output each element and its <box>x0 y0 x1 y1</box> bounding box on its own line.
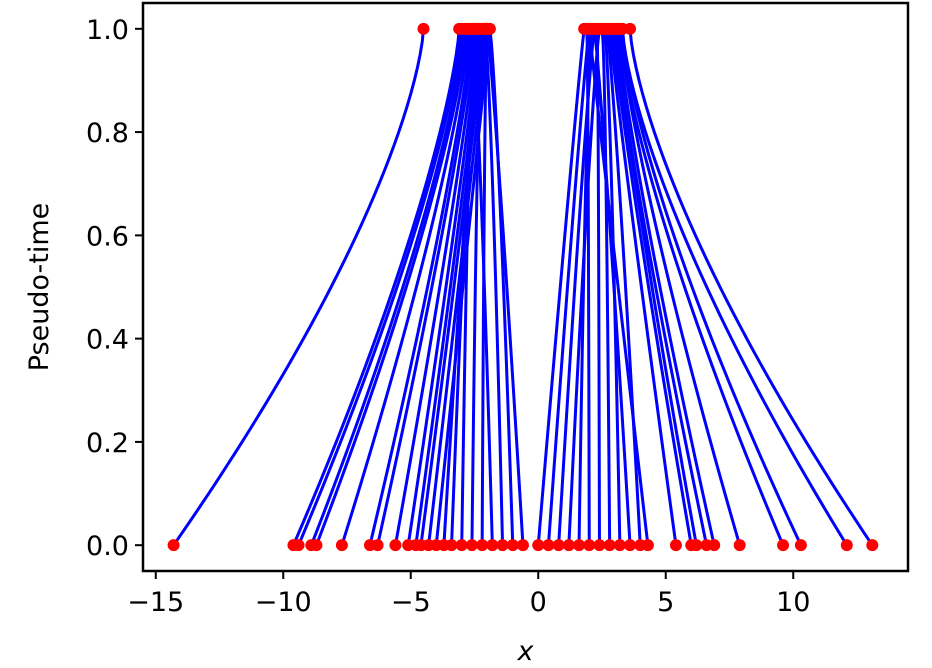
trajectory-start-point <box>669 539 682 552</box>
trajectory-start-point <box>603 539 616 552</box>
trajectory-line <box>309 27 466 547</box>
trajectory-line <box>600 27 612 547</box>
trajectory-start-point <box>573 539 586 552</box>
trajectory-line <box>587 27 650 547</box>
trajectory-line <box>620 27 803 547</box>
trajectory-start-point <box>583 539 596 552</box>
trajectory-end-point <box>481 22 494 35</box>
y-axis-label: Pseudo-time <box>24 203 55 372</box>
trajectory-start-point <box>690 539 703 552</box>
trajectory-start-point <box>476 539 489 552</box>
x-tick-label: 0 <box>530 587 547 618</box>
trajectory-line <box>297 27 464 547</box>
trajectory-end-point <box>417 22 430 35</box>
trajectory-line <box>585 27 591 547</box>
trajectory-start-point <box>562 539 575 552</box>
trajectory-start-point <box>310 539 323 552</box>
y-tick-label: 0.0 <box>86 531 129 562</box>
trajectory-line <box>610 27 693 547</box>
trajectory-line <box>620 27 849 547</box>
y-tick-label: 0.2 <box>86 428 129 459</box>
trajectory-line <box>592 27 632 547</box>
trajectory-line <box>536 27 586 547</box>
y-tick-label: 0.4 <box>86 325 129 356</box>
trajectory-line <box>470 27 494 547</box>
trajectory-line <box>608 27 678 547</box>
trajectory-line <box>314 27 469 547</box>
trajectory-start-point <box>465 539 478 552</box>
trajectory-line <box>291 27 461 547</box>
trajectory-line <box>376 27 476 547</box>
trajectory-start-point <box>292 539 305 552</box>
trajectory-start-point <box>708 539 721 552</box>
trajectory-line <box>172 27 425 547</box>
trajectory-start-point <box>506 539 519 552</box>
trajectory-line <box>340 27 471 547</box>
trajectory-start-point <box>335 539 348 552</box>
trajectory-start-point <box>389 539 402 552</box>
trajectory-start-point <box>840 539 853 552</box>
y-tick-label: 0.6 <box>86 221 129 252</box>
x-axis-ticks: −15 −10 −5 0 5 10 <box>127 571 810 618</box>
trajectory-start-point <box>733 539 746 552</box>
trajectory-line <box>368 27 474 547</box>
trajectory-line <box>460 27 476 547</box>
trajectory-start-point <box>445 539 458 552</box>
y-tick-label: 1.0 <box>86 15 129 46</box>
trajectory-start-point <box>641 539 654 552</box>
trajectory-end-point <box>624 22 637 35</box>
trajectory-start-point <box>552 539 565 552</box>
trajectory-end-point <box>465 22 478 35</box>
trajectory-start-point <box>613 539 626 552</box>
trajectory-line <box>628 27 874 547</box>
trajectory-start-point <box>794 539 807 552</box>
x-tick-label: 5 <box>657 587 674 618</box>
trajectory-start-point <box>371 539 384 552</box>
trajectory-start-point <box>777 539 790 552</box>
trajectory-line <box>613 27 709 547</box>
trajectory-start-point <box>455 539 468 552</box>
x-tick-label: 10 <box>776 587 810 618</box>
trajectory-start-point <box>167 539 180 552</box>
trajectory-line <box>618 27 785 547</box>
plot-frame <box>141 1 910 573</box>
trajectory-start-point <box>516 539 529 552</box>
trajectory-start-point <box>496 539 509 552</box>
x-tick-label: −5 <box>391 587 431 618</box>
x-axis-label: x <box>517 636 535 667</box>
trajectory-lines <box>172 27 874 547</box>
trajectory-start-point <box>532 539 545 552</box>
x-tick-label: −10 <box>255 587 312 618</box>
trajectory-line <box>393 27 479 547</box>
trajectory-line <box>546 27 591 547</box>
trajectory-end-point <box>583 22 596 35</box>
trajectory-markers <box>167 22 879 552</box>
trajectory-start-point <box>593 539 606 552</box>
trajectory-start-point <box>486 539 499 552</box>
trajectory-line <box>485 27 525 547</box>
y-tick-label: 0.8 <box>86 118 129 149</box>
trajectory-line <box>618 27 742 547</box>
trajectory-line <box>605 27 642 547</box>
trajectory-line <box>615 27 716 547</box>
y-axis-ticks: 0.0 0.2 0.4 0.6 0.8 1.0 <box>86 15 143 562</box>
trajectory-start-point <box>624 539 637 552</box>
trajectory-line <box>419 27 487 547</box>
x-tick-label: −15 <box>127 587 184 618</box>
trajectory-line <box>483 27 505 547</box>
trajectory-start-point <box>866 539 879 552</box>
trajectory-start-point <box>542 539 555 552</box>
